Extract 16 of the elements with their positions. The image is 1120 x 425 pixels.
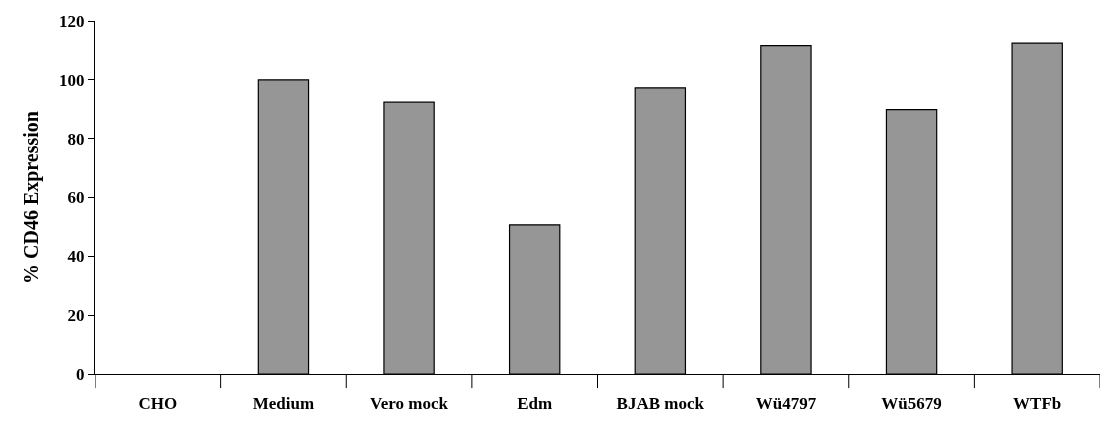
x-tick-label: BJAB mock — [616, 394, 705, 414]
y-tick-label: 20 — [67, 306, 85, 326]
y-tick-label: 60 — [67, 188, 85, 208]
y-tick-label: 100 — [59, 70, 85, 90]
x-tick-label: Medium — [252, 394, 315, 414]
x-tick-label: Edm — [517, 394, 553, 414]
y-tick-label: 40 — [67, 247, 85, 267]
y-axis-title: % CD46 Expression — [19, 111, 43, 284]
x-tick-label: Wü5679 — [881, 394, 942, 414]
y-tick-label: 80 — [67, 129, 85, 149]
x-tick-label: Vero mock — [370, 394, 449, 414]
x-tick-label: Wü4797 — [755, 394, 817, 414]
x-tick-label: WTFb — [1013, 394, 1062, 414]
y-tick-label: 120 — [59, 11, 85, 31]
x-tick-label: CHO — [138, 394, 178, 414]
y-tick-label: 0 — [76, 364, 85, 384]
